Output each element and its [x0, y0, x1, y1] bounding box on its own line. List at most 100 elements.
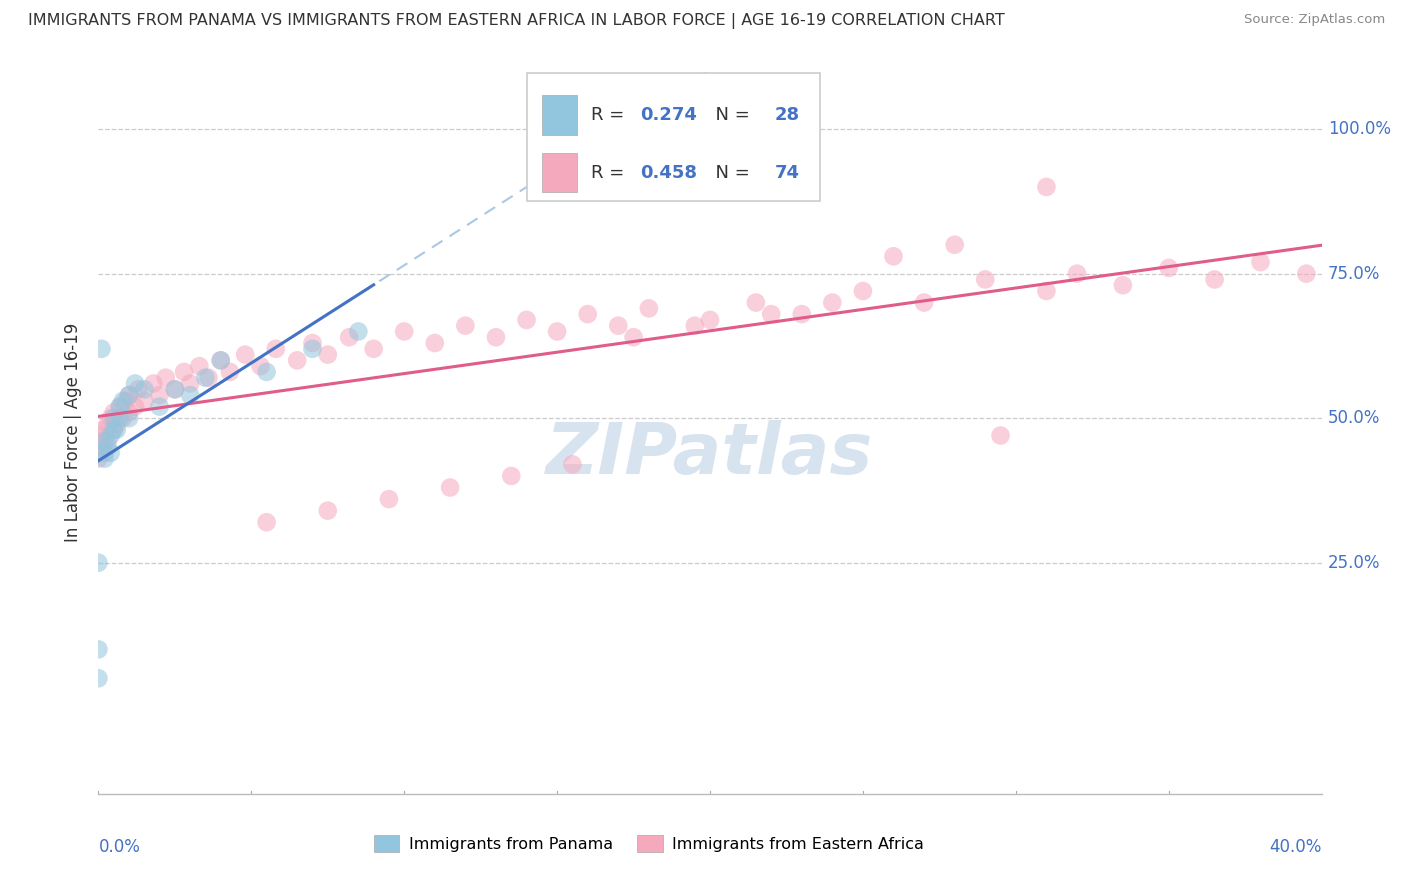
Text: 0.458: 0.458 — [640, 163, 697, 181]
Point — [105, 417, 128, 431]
Point — [155, 370, 177, 384]
Point — [209, 353, 232, 368]
Text: R =: R = — [592, 106, 630, 124]
Y-axis label: In Labor Force | Age 16-19: In Labor Force | Age 16-19 — [63, 323, 82, 542]
Point — [142, 376, 165, 391]
Point — [87, 451, 110, 466]
Point — [118, 405, 141, 419]
Point — [105, 423, 128, 437]
Point — [943, 237, 966, 252]
Point — [97, 440, 120, 454]
Point — [127, 382, 149, 396]
Point — [745, 295, 768, 310]
Point — [546, 325, 568, 339]
Point — [108, 400, 131, 414]
Point — [392, 325, 416, 339]
Point — [516, 313, 538, 327]
Point — [561, 458, 583, 472]
Point — [103, 411, 125, 425]
Point — [1295, 267, 1317, 281]
Point — [256, 365, 278, 379]
Point — [87, 556, 110, 570]
Point — [264, 342, 287, 356]
Point — [97, 434, 120, 449]
Text: ZIPatlas: ZIPatlas — [547, 420, 873, 489]
Text: N =: N = — [704, 163, 755, 181]
Point — [974, 272, 997, 286]
Point — [194, 370, 217, 384]
Text: 28: 28 — [775, 106, 800, 124]
Point — [97, 417, 120, 431]
Point — [439, 481, 461, 495]
Point — [233, 348, 256, 362]
Point — [1204, 272, 1226, 286]
Point — [790, 307, 813, 321]
Point — [103, 423, 125, 437]
Point — [347, 325, 370, 339]
Text: 40.0%: 40.0% — [1270, 838, 1322, 856]
Point — [852, 284, 875, 298]
Point — [1157, 260, 1180, 275]
Point — [363, 342, 385, 356]
Legend: Immigrants from Panama, Immigrants from Eastern Africa: Immigrants from Panama, Immigrants from … — [367, 829, 931, 858]
Text: 74: 74 — [775, 163, 800, 181]
Text: 50.0%: 50.0% — [1327, 409, 1381, 427]
Point — [623, 330, 645, 344]
Point — [173, 365, 195, 379]
Point — [219, 365, 242, 379]
Point — [134, 393, 156, 408]
Point — [1066, 267, 1088, 281]
Point — [1249, 255, 1271, 269]
Text: N =: N = — [704, 106, 755, 124]
Text: 75.0%: 75.0% — [1327, 265, 1381, 283]
Text: 100.0%: 100.0% — [1327, 120, 1391, 138]
Point — [301, 336, 323, 351]
Point — [423, 336, 446, 351]
Point — [93, 423, 115, 437]
FancyBboxPatch shape — [526, 73, 820, 202]
Point — [912, 295, 935, 310]
Point — [149, 388, 172, 402]
Point — [378, 492, 401, 507]
Point — [821, 295, 844, 310]
Point — [256, 515, 278, 529]
Point — [111, 411, 134, 425]
Point — [990, 428, 1012, 442]
Point — [90, 446, 112, 460]
Point — [883, 249, 905, 263]
Point — [108, 411, 131, 425]
Point — [316, 348, 339, 362]
Point — [90, 440, 112, 454]
Point — [87, 434, 110, 449]
Point — [301, 342, 323, 356]
Point — [683, 318, 706, 333]
Bar — [543, 153, 576, 193]
Point — [1035, 180, 1057, 194]
Point — [100, 411, 122, 425]
Point — [93, 451, 115, 466]
Point — [118, 388, 141, 402]
Point — [1035, 284, 1057, 298]
Point — [188, 359, 211, 373]
Point — [149, 400, 172, 414]
Point — [699, 313, 721, 327]
Point — [285, 353, 308, 368]
Text: 25.0%: 25.0% — [1327, 554, 1381, 572]
Point — [134, 382, 156, 396]
Point — [179, 388, 201, 402]
Point — [90, 342, 112, 356]
Point — [124, 400, 146, 414]
Point — [209, 353, 232, 368]
Text: IMMIGRANTS FROM PANAMA VS IMMIGRANTS FROM EASTERN AFRICA IN LABOR FORCE | AGE 16: IMMIGRANTS FROM PANAMA VS IMMIGRANTS FRO… — [28, 13, 1005, 29]
Point — [316, 503, 339, 517]
Point — [197, 370, 219, 384]
Point — [337, 330, 360, 344]
Text: R =: R = — [592, 163, 630, 181]
Point — [163, 382, 186, 396]
Point — [93, 446, 115, 460]
Point — [90, 428, 112, 442]
Point — [501, 469, 523, 483]
Point — [108, 400, 131, 414]
Text: 0.0%: 0.0% — [98, 838, 141, 856]
Point — [87, 671, 110, 685]
